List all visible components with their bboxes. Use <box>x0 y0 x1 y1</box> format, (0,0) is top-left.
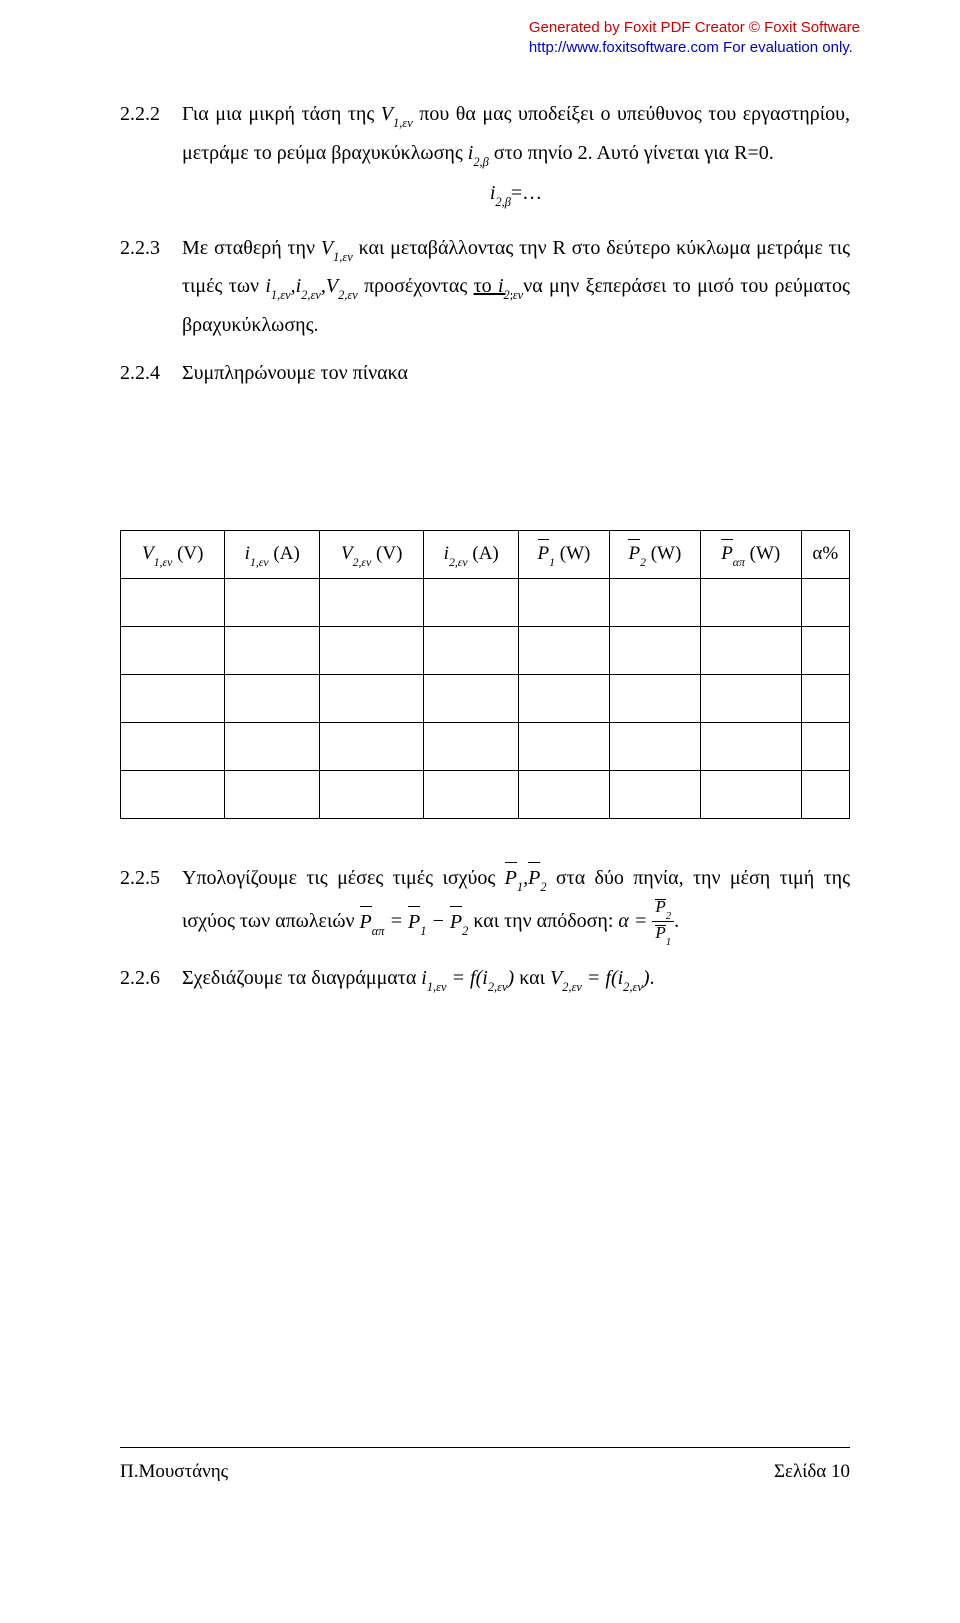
th-Pap: Pαπ (W) <box>700 530 801 578</box>
page-footer: Π.Μουστάνης Σελίδα 10 <box>0 1448 960 1520</box>
data-table: V1,εν (V) i1,εν (A) V2,εν (V) i2,εν (A) … <box>120 530 850 819</box>
item-number: 2.2.5 <box>120 859 182 949</box>
item-text: Υπολογίζουμε τις μέσες τιμές ισχύος P1,P… <box>182 859 850 949</box>
item-text: Για μια μικρή τάση της V1,εν που θα μας … <box>182 95 850 219</box>
th-P1: P1 (W) <box>518 530 609 578</box>
eq-222: i2,β=… <box>182 174 850 213</box>
sym-list: i1,εν,i2,εν,V2,εν <box>265 275 357 297</box>
item-text: Με σταθερή την V1,εν και μεταβάλλοντας τ… <box>182 229 850 344</box>
table-row <box>121 578 850 626</box>
item-text: Σχεδιάζουμε τα διαγράμματα i1,εν = f(i2,… <box>182 959 850 998</box>
eq-alpha: α = <box>618 911 652 933</box>
th-i2en: i2,εν (A) <box>424 530 519 578</box>
underlined: το i2,εν <box>474 275 524 297</box>
table-header-row: V1,εν (V) i1,εν (A) V2,εν (V) i2,εν (A) … <box>121 530 850 578</box>
watermark-line2: http://www.foxitsoftware.com For evaluat… <box>529 38 860 58</box>
item-224: 2.2.4 Συμπληρώνουμε τον πίνακα <box>120 354 850 392</box>
item-text: Συμπληρώνουμε τον πίνακα <box>182 354 850 392</box>
th-P2: P2 (W) <box>609 530 700 578</box>
table-row <box>121 626 850 674</box>
table-row <box>121 674 850 722</box>
th-alpha: α% <box>801 530 849 578</box>
sym-V1en: V1,εν <box>381 103 413 125</box>
table-row <box>121 722 850 770</box>
item-number: 2.2.3 <box>120 229 182 344</box>
table-row <box>121 770 850 818</box>
footer-author: Π.Μουστάνης <box>120 1454 228 1490</box>
watermark: Generated by Foxit PDF Creator © Foxit S… <box>529 18 860 59</box>
eq-Pap: Pαπ <box>360 911 385 933</box>
sym-P1P2: P1,P2 <box>505 867 547 889</box>
sym-V1en: V1,εν <box>321 237 353 259</box>
item-226: 2.2.6 Σχεδιάζουμε τα διαγράμματα i1,εν =… <box>120 959 850 998</box>
th-V2en: V2,εν (V) <box>319 530 423 578</box>
item-number: 2.2.6 <box>120 959 182 998</box>
item-number: 2.2.2 <box>120 95 182 219</box>
watermark-line1: Generated by Foxit PDF Creator © Foxit S… <box>529 18 860 38</box>
item-222: 2.2.2 Για μια μικρή τάση της V1,εν που θ… <box>120 95 850 219</box>
th-i1en: i1,εν (A) <box>225 530 320 578</box>
eq-V2f: V2,εν = f(i2,εν) <box>550 967 650 989</box>
th-V1en: V1,εν (V) <box>121 530 225 578</box>
page-content: 2.2.2 Για μια μικρή τάση της V1,εν που θ… <box>0 0 960 997</box>
item-223: 2.2.3 Με σταθερή την V1,εν και μεταβάλλο… <box>120 229 850 344</box>
fraction: P2P1 <box>652 896 674 947</box>
sym-i2b: i2,β <box>468 142 489 164</box>
item-225: 2.2.5 Υπολογίζουμε τις μέσες τιμές ισχύο… <box>120 859 850 949</box>
eq-i1f: i1,εν = f(i2,εν) <box>421 967 514 989</box>
item-number: 2.2.4 <box>120 354 182 392</box>
footer-page-number: Σελίδα 10 <box>774 1454 850 1490</box>
